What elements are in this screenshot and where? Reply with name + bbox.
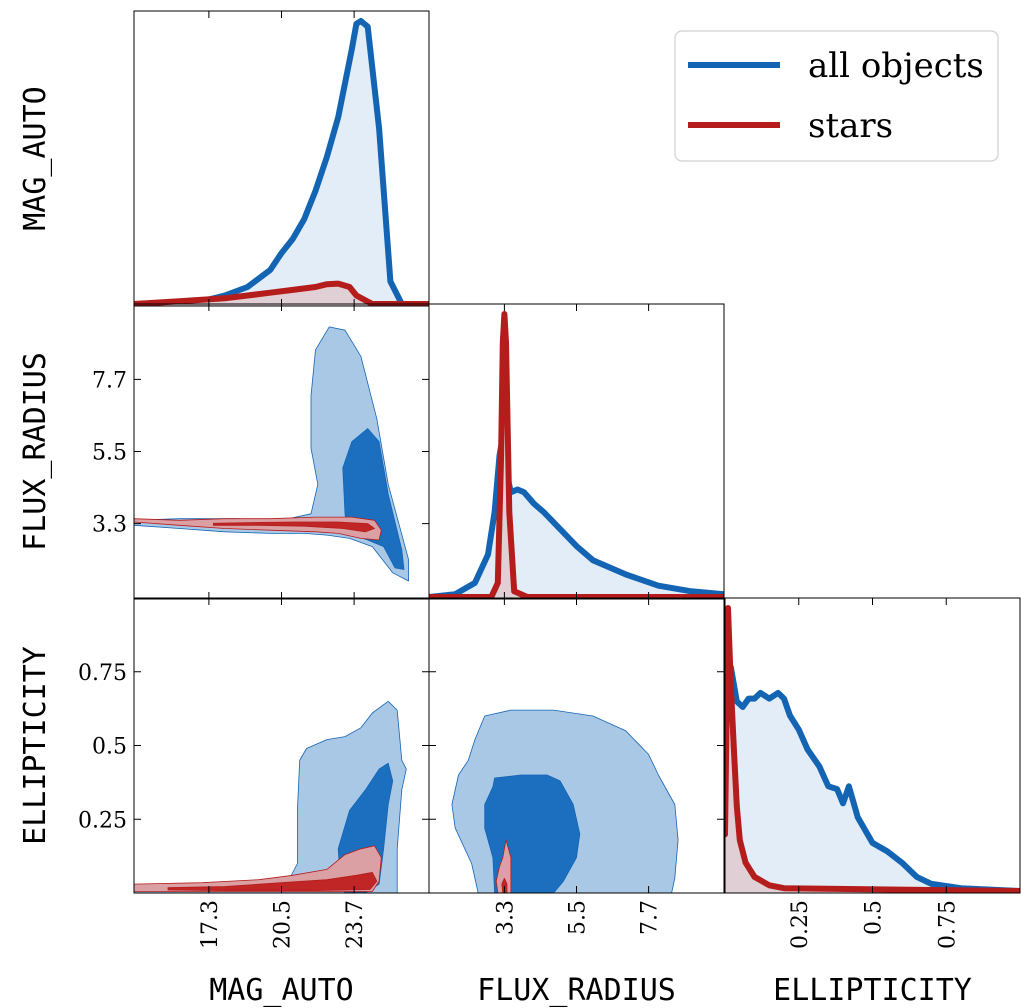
marginal-line-stars [134,280,429,306]
y-tick-label-flux_radius: 5.5 [92,441,127,466]
x-tick-label-mag_auto: 20.5 [271,900,296,949]
contour-inner-stars [501,877,508,893]
marginal-line-stars [429,311,724,599]
panel-ellipticity-mag_auto [133,597,430,894]
contour-outer-stars [495,839,512,893]
x-tick-label-mag_auto: 23.7 [343,900,368,949]
marginal-fill-all-objects [429,427,724,599]
contour-inner-stars [167,872,378,891]
x-tick-label-flux_radius: 5.5 [566,900,591,935]
legend-label-all-objects: all objects [808,46,984,86]
marginal-line-all-objects [134,18,429,306]
panel-mag_auto-mag_auto [133,10,430,307]
x-tick-label-ellipticity: 0.75 [935,900,960,949]
y-tick-label-flux_radius: 3.3 [92,513,127,538]
panel-ellipticity-ellipticity [724,597,1021,894]
axis-labels: MAG_AUTO FLUX_RADIUS ELLIPTICITY MAG_AUTO FL… [18,86,972,1008]
x-tick-label-mag_auto: 17.3 [198,900,223,949]
x-axis-label-flux_radius: FLUX_RADIUS [477,973,676,1008]
marginal-line-all-objects [429,424,724,599]
x-tick-label-flux_radius: 3.3 [493,900,518,935]
marginal-line-all-objects [725,664,1020,893]
tick-labels: 17.3 20.5 23.7 3.3 5.5 7.7 0.25 0.5 0.75 3.3 5.5 7.… [78,368,960,949]
legend-label-stars: stars [808,106,893,146]
y-tick-label-ellipticity: 0.75 [78,661,127,686]
y-tick-label-flux_radius: 7.7 [92,368,127,393]
x-tick-label-flux_radius: 7.7 [638,900,663,935]
marginal-line-stars [725,605,1020,893]
y-tick-label-ellipticity: 0.5 [92,735,127,760]
marginal-fill-all-objects [725,667,1020,893]
y-axis-label-ellipticity: ELLIPTICITY [18,646,53,845]
x-tick-label-ellipticity: 0.5 [862,900,887,935]
y-tick-label-ellipticity: 0.25 [78,808,127,833]
panel-ellipticity-flux_radius [428,597,725,894]
panel-flux_radius-mag_auto [133,303,430,600]
marginal-fill-all-objects [134,21,429,306]
panel-flux_radius-flux_radius [428,303,725,600]
contour-inner-stars [213,521,375,533]
legend: all objects stars [674,30,999,162]
y-axis-label-flux_radius: FLUX_RADIUS [18,352,53,551]
x-tick-label-ellipticity: 0.25 [788,900,813,949]
x-axis-label-ellipticity: ELLIPTICITY [773,973,972,1008]
y-axis-label-mag_auto: MAG_AUTO [18,86,53,231]
panels [133,10,1021,894]
x-axis-label-mag_auto: MAG_AUTO [209,973,354,1008]
